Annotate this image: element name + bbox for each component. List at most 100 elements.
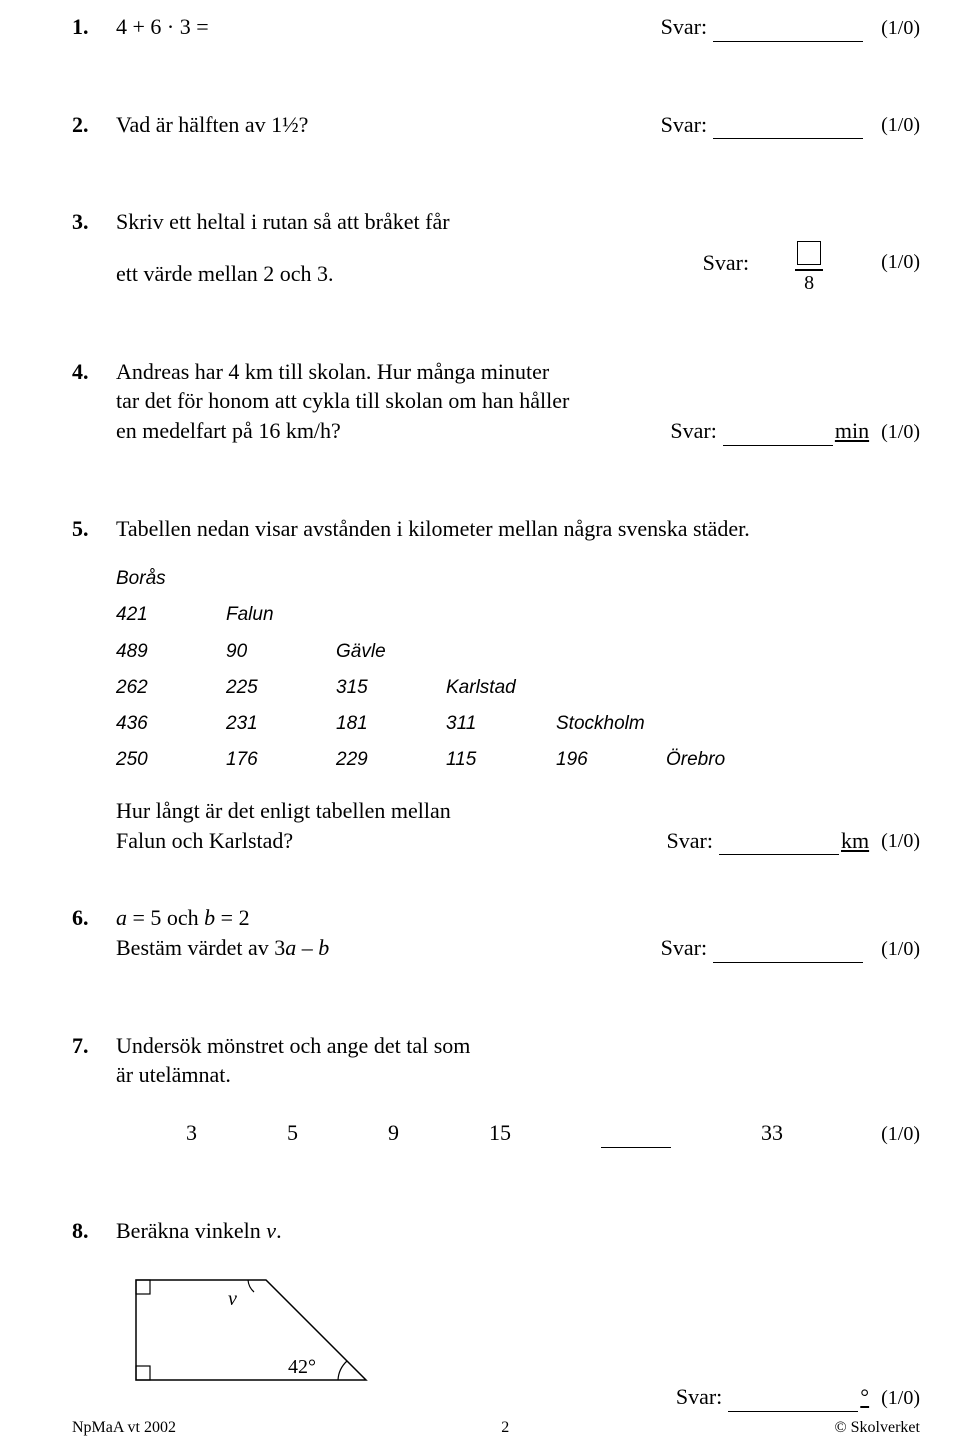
worksheet-page: 1. 4 + 6 · 3 = Svar: (1/0) 2. Vad är häl… <box>0 0 960 1453</box>
question-body: Skriv ett heltal i rutan så att bråket f… <box>116 207 920 288</box>
answer-label: Svar: <box>661 12 707 42</box>
question-body: Tabellen nedan visar avstånden i kilomet… <box>116 514 920 856</box>
city-label: Gävle <box>336 634 446 670</box>
answer-label: Svar: <box>667 826 713 856</box>
dist-cell: 262 <box>116 670 226 706</box>
answer-line[interactable] <box>713 940 863 963</box>
var-b: b <box>318 935 329 960</box>
question-text-line2: ett värde mellan 2 och 3. <box>116 259 333 289</box>
question-number: 5. <box>72 514 116 544</box>
question-number: 6. <box>72 903 116 933</box>
points: (1/0) <box>881 419 920 446</box>
footer-center: 2 <box>501 1417 509 1439</box>
dist-cell: 489 <box>116 634 226 670</box>
question-number: 1. <box>72 12 116 42</box>
angle-svg: v 42° <box>116 1265 376 1400</box>
answer-line[interactable] <box>728 1389 858 1412</box>
answer-block: Svar: 8 (1/0) <box>703 237 920 289</box>
question-body: Andreas har 4 km till skolan. Hur många … <box>116 357 920 446</box>
dist-cell: 225 <box>226 670 336 706</box>
question-body: a = 5 och b = 2 Bestäm värdet av 3a – b … <box>116 903 920 962</box>
question-text: Vad är hälften av 1½? <box>116 110 308 140</box>
answer-line[interactable] <box>713 116 863 139</box>
sub-question-line1: Hur långt är det enligt tabellen mellan <box>116 796 920 826</box>
city-label: Borås <box>116 561 226 597</box>
dist-cell: 196 <box>556 742 666 778</box>
fraction-box: 8 <box>793 241 825 293</box>
fraction-numerator-box[interactable] <box>797 241 821 265</box>
answer-line[interactable] <box>723 423 833 446</box>
question-4: 4. Andreas har 4 km till skolan. Hur mån… <box>72 357 920 446</box>
question-line: 4 + 6 · 3 = Svar: (1/0) <box>116 12 920 42</box>
footer-right: © Skolverket <box>835 1417 920 1439</box>
question-text: Beräkna vinkeln v. <box>116 1216 920 1246</box>
answer-label: Svar: <box>661 110 707 140</box>
question-number: 2. <box>72 110 116 140</box>
dist-cell: 229 <box>336 742 446 778</box>
answer-block: Svar: (1/0) <box>661 110 920 140</box>
question-number: 8. <box>72 1216 116 1246</box>
question-8: 8. Beräkna vinkeln v. v 4 <box>72 1216 920 1412</box>
question-number: 4. <box>72 357 116 387</box>
answer-label: Svar: <box>703 248 749 278</box>
question-7: 7. Undersök mönstret och ange det tal so… <box>72 1031 920 1148</box>
dist-cell: 421 <box>116 597 226 633</box>
question-number: 7. <box>72 1031 116 1061</box>
answer-label: Svar: <box>661 933 707 963</box>
seq-item: 5 <box>287 1118 298 1148</box>
text-fragment: = 5 och <box>127 905 204 930</box>
sequence-line: 3 5 9 15 33 (1/0) <box>116 1104 920 1148</box>
answer-line[interactable] <box>713 19 863 42</box>
dist-cell: 311 <box>446 706 556 742</box>
seq-blank[interactable] <box>601 1125 671 1148</box>
points: (1/0) <box>881 1121 920 1148</box>
answer-unit: min <box>835 416 869 446</box>
seq-item: 3 <box>186 1118 197 1148</box>
answer-block: Svar: (1/0) <box>661 12 920 42</box>
text-fragment: = 2 <box>215 905 249 930</box>
spacer <box>72 863 920 903</box>
dist-cell: 115 <box>446 742 556 778</box>
spacer <box>72 991 920 1031</box>
question-6: 6. a = 5 och b = 2 Bestäm värdet av 3a –… <box>72 903 920 962</box>
city-label: Falun <box>226 597 336 633</box>
points: (1/0) <box>881 828 920 855</box>
answer-block: Svar: km (1/0) <box>667 826 920 856</box>
question-line: en medelfart på 16 km/h? Svar: min (1/0) <box>116 416 920 446</box>
text-fragment: . <box>276 1218 282 1243</box>
text-fragment: Bestäm värdet av 3 <box>116 935 285 960</box>
distance-table: Borås 421 Falun 489 90 Gävle 262 225 315… <box>116 561 920 778</box>
sequence-row: 3 5 9 15 33 <box>186 1118 783 1148</box>
question-body: Beräkna vinkeln v. v 42° <box>116 1216 920 1412</box>
points: (1/0) <box>881 936 920 963</box>
answer-block: Svar: ° (1/0) <box>676 1382 920 1412</box>
points: (1/0) <box>881 249 920 276</box>
table-row: 250 176 229 115 196 Örebro <box>116 742 920 778</box>
question-text-line1: Undersök mönstret och ange det tal som <box>116 1031 920 1061</box>
question-line: Falun och Karlstad? Svar: km (1/0) <box>116 826 920 856</box>
seq-item: 15 <box>489 1118 511 1148</box>
page-footer: NpMaA vt 2002 2 © Skolverket <box>72 1417 920 1439</box>
seq-item: 9 <box>388 1118 399 1148</box>
table-row: Borås <box>116 561 920 597</box>
question-line: Vad är hälften av 1½? Svar: (1/0) <box>116 110 920 140</box>
sub-question-line2: Falun och Karlstad? <box>116 826 293 856</box>
table-row: 262 225 315 Karlstad <box>116 670 920 706</box>
question-body: Vad är hälften av 1½? Svar: (1/0) <box>116 110 920 140</box>
question-5: 5. Tabellen nedan visar avstånden i kilo… <box>72 514 920 856</box>
points: (1/0) <box>881 15 920 42</box>
question-number: 3. <box>72 207 116 237</box>
question-line: Bestäm värdet av 3a – b Svar: (1/0) <box>116 933 920 963</box>
question-text: 4 + 6 · 3 = <box>116 12 209 42</box>
table-row: 421 Falun <box>116 597 920 633</box>
answer-line[interactable] <box>719 832 839 855</box>
spacer <box>72 474 920 514</box>
spacer <box>72 70 920 110</box>
text-fragment: – <box>296 935 318 960</box>
dist-cell: 231 <box>226 706 336 742</box>
var-v: v <box>266 1218 276 1243</box>
city-label: Örebro <box>666 742 776 778</box>
question-line: Svar: ° (1/0) <box>116 1382 920 1412</box>
question-text-line1: Skriv ett heltal i rutan så att bråket f… <box>116 207 920 237</box>
answer-unit: km <box>841 826 869 856</box>
